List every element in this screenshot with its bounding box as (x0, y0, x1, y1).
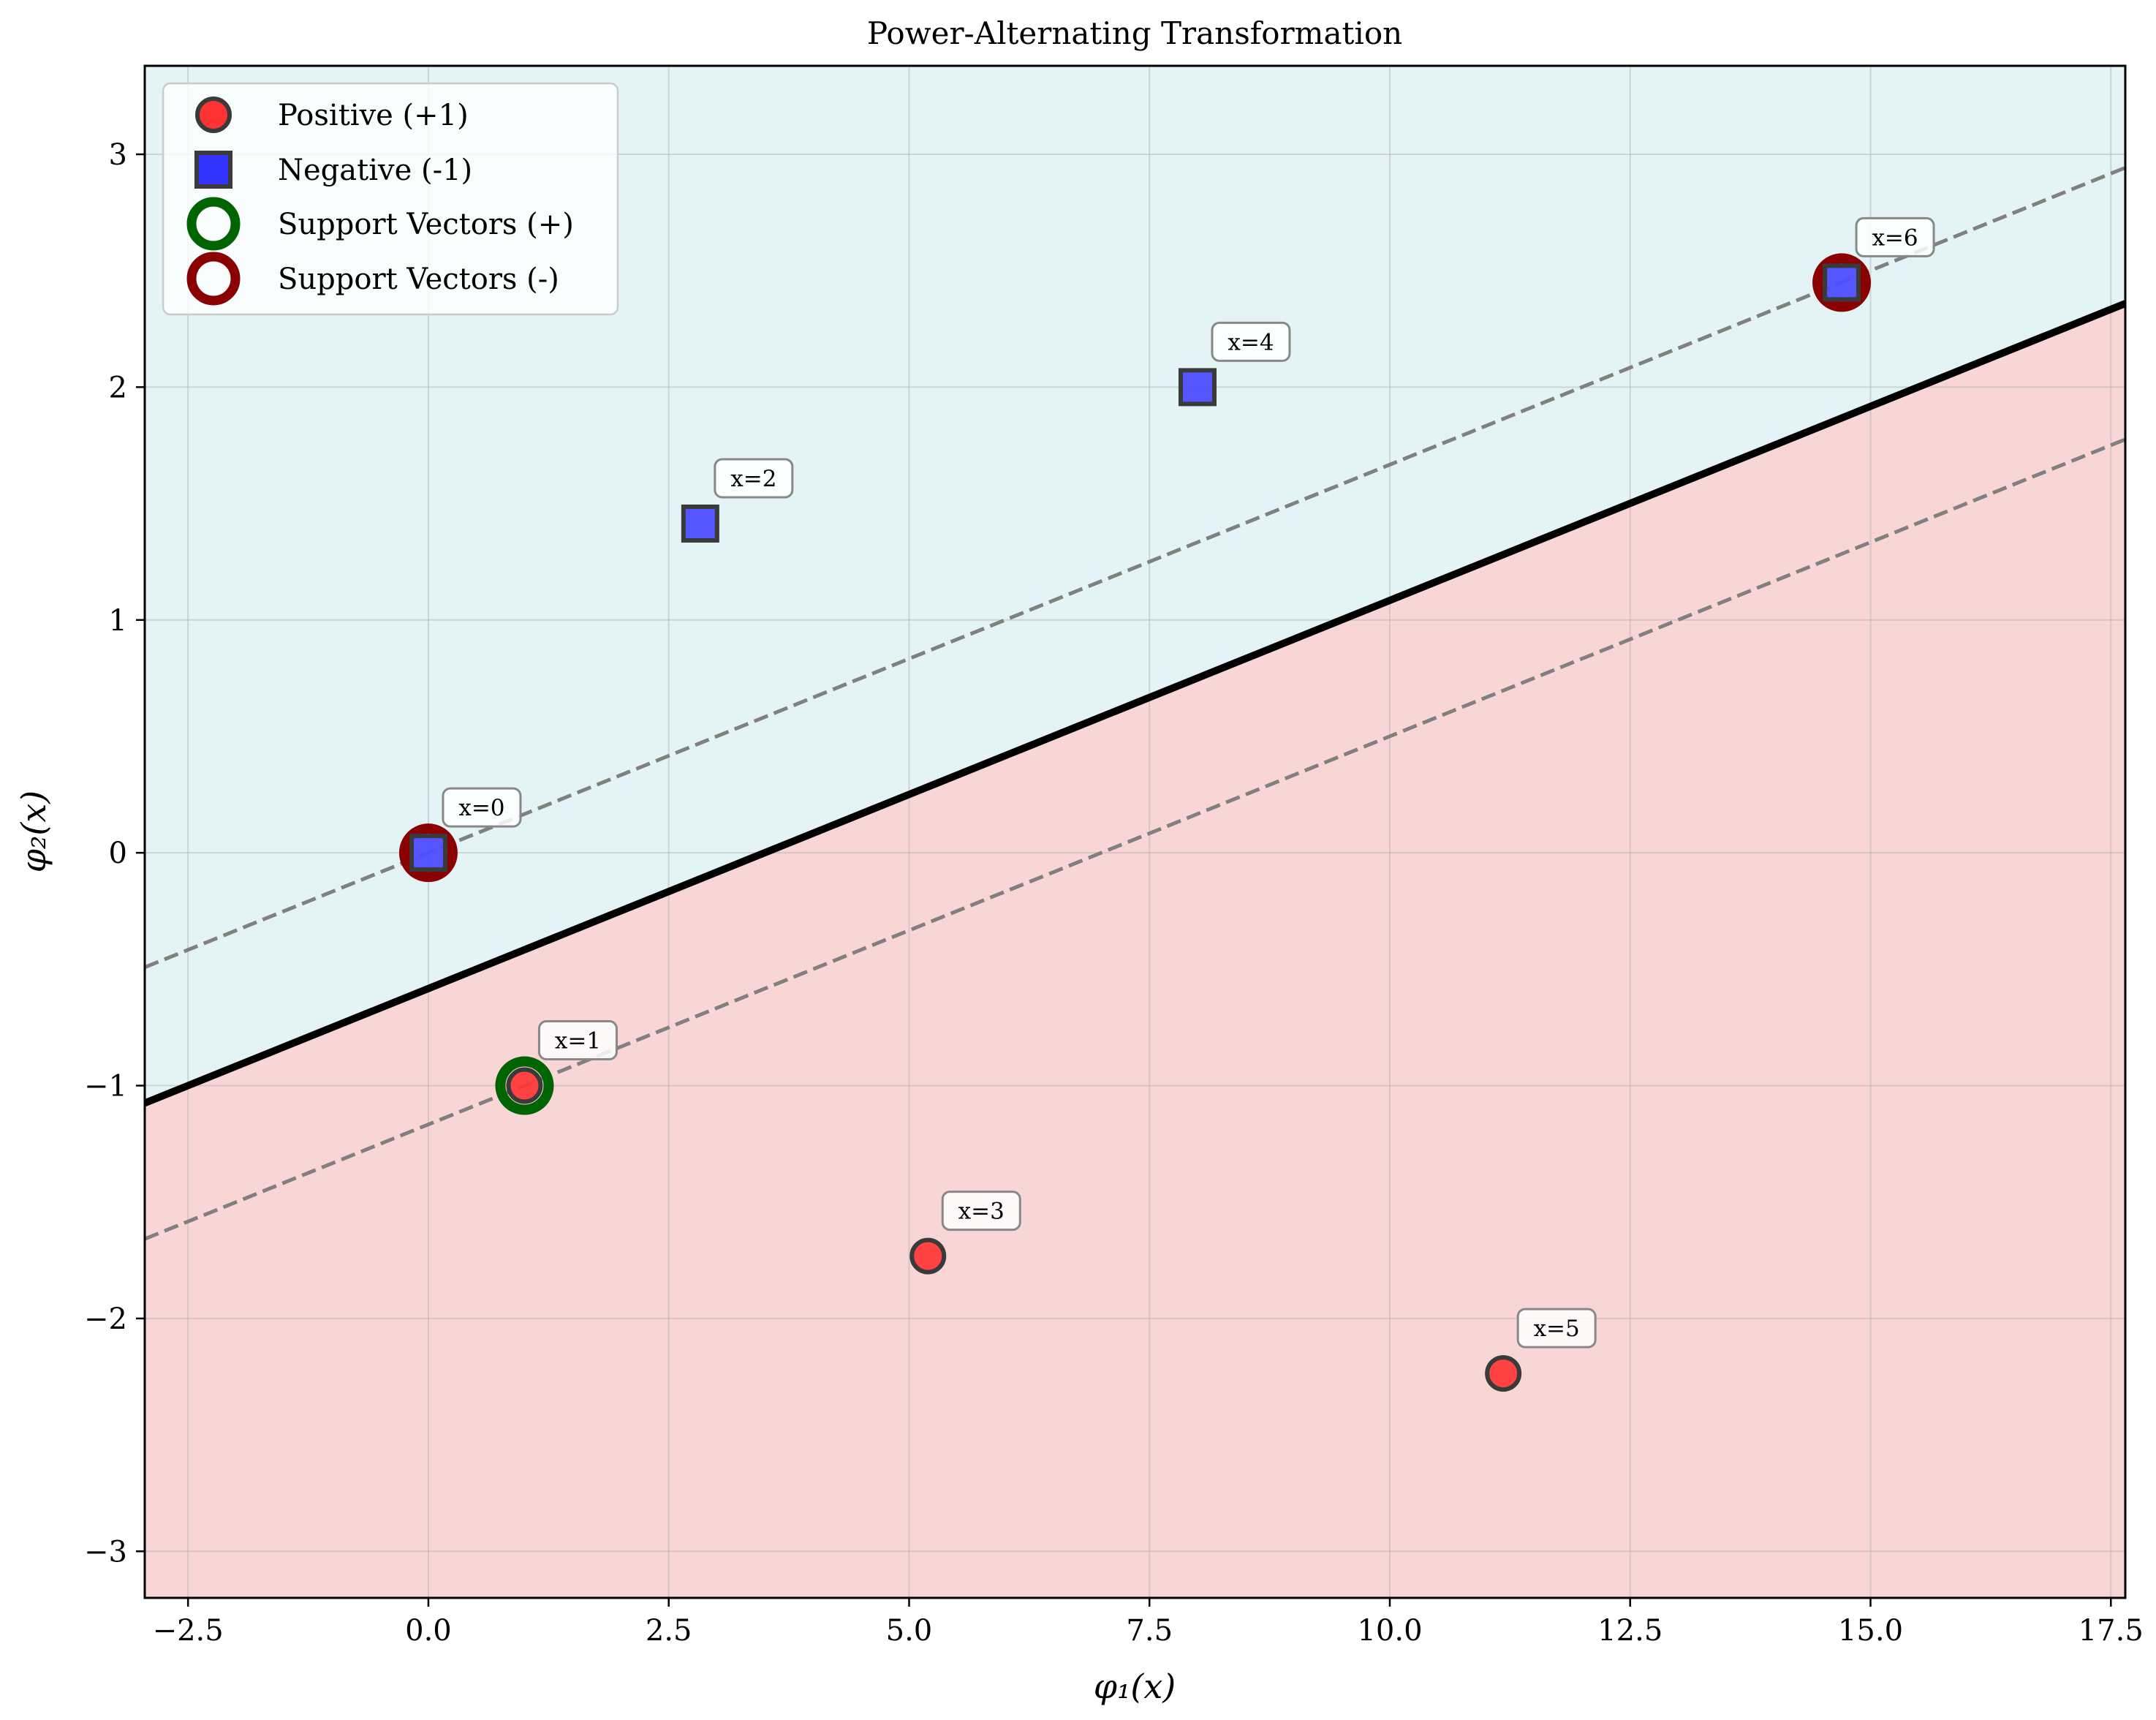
plot-frame (143, 64, 2127, 1599)
annotation-label: x=1 (555, 1028, 601, 1055)
point-annotation: x=2 (714, 458, 794, 499)
legend-marker-support (186, 197, 241, 251)
legend-label: Support Vectors (-) (278, 263, 559, 296)
negative-point (1823, 263, 1861, 302)
legend-box (162, 82, 619, 316)
y-axis-label: φ₂(x) (14, 791, 53, 872)
x-axis-ticks: −2.5 0.0 2.5 5.0 7.5 10.0 12.5 15.0 17.5 (153, 1598, 2144, 1648)
y-tick-label: 3 (109, 138, 127, 172)
legend: Positive (+1) Negative (-1) Support Vector… (162, 82, 619, 316)
legend-label: Positive (+1) (278, 99, 469, 132)
positive-point (1485, 1355, 1522, 1392)
annotation-label: x=0 (458, 795, 504, 821)
annotation-box (442, 787, 522, 828)
y-tick-label: 1 (109, 604, 127, 638)
legend-label: Negative (-1) (278, 154, 472, 187)
annotation-label: x=5 (1534, 1316, 1580, 1342)
point-annotation: x=4 (1211, 321, 1291, 362)
annotation-box (1855, 216, 1935, 257)
annotation-box (537, 1020, 618, 1061)
annotation-label: x=4 (1228, 329, 1274, 355)
boundary-lines (145, 166, 2125, 1241)
data-points (398, 253, 1872, 1392)
x-tick-label: −2.5 (153, 1614, 224, 1648)
chart-title: Power-Alternating Transformation (867, 15, 1402, 51)
annotation-box (714, 458, 794, 499)
legend-label: Support Vectors (+) (278, 208, 574, 241)
legend-marker-negative (194, 151, 232, 189)
point-annotation: x=5 (1516, 1308, 1597, 1349)
point-annotations: x=1 x=3 x=5 x=0 x=2 x=4 x=6 (442, 216, 1935, 1349)
x-tick-label: 10.0 (1357, 1614, 1422, 1648)
legend-marker-support (186, 252, 241, 306)
support-vector-negative (398, 823, 458, 883)
x-tick-label: 17.5 (2079, 1614, 2144, 1648)
y-tick-label: −2 (84, 1302, 127, 1336)
annotation-box (941, 1191, 1021, 1231)
annotation-label: x=6 (1872, 225, 1918, 251)
x-tick-label: 15.0 (1838, 1614, 1903, 1648)
x-tick-label: 0.0 (405, 1614, 452, 1648)
annotation-label: x=3 (958, 1199, 1005, 1225)
y-tick-label: −1 (84, 1070, 127, 1104)
annotation-label: x=2 (730, 466, 776, 492)
support-vector-negative (1812, 253, 1872, 312)
decision-regions (145, 66, 2125, 1598)
positive-point (909, 1237, 947, 1275)
negative-point (1178, 368, 1217, 407)
annotation-box (1211, 321, 1291, 362)
point-annotation: x=1 (537, 1020, 618, 1061)
legend-marker-positive (195, 97, 232, 133)
point-annotation: x=0 (442, 787, 522, 828)
support-vector-positive (495, 1056, 554, 1115)
margin-line (145, 437, 2125, 1241)
y-tick-label: −3 (84, 1535, 127, 1569)
negative-point (681, 504, 719, 543)
x-axis-label: φ₁(x) (1094, 1667, 1176, 1706)
y-tick-label: 0 (109, 837, 127, 870)
annotation-box (1516, 1308, 1597, 1349)
region-positive (145, 303, 2125, 1598)
x-tick-label: 5.0 (886, 1614, 933, 1648)
x-tick-label: 7.5 (1126, 1614, 1173, 1648)
decision-boundary-line (145, 300, 2125, 1106)
y-axis-ticks: −3 −2 −1 0 1 2 3 (84, 138, 145, 1569)
x-tick-label: 2.5 (646, 1614, 692, 1648)
negative-point (409, 834, 447, 872)
point-annotation: x=3 (941, 1191, 1021, 1231)
x-tick-label: 12.5 (1597, 1614, 1663, 1648)
positive-point (506, 1067, 543, 1104)
region-negative (145, 66, 2125, 1104)
y-tick-label: 2 (109, 371, 127, 404)
point-annotation: x=6 (1855, 216, 1935, 257)
margin-line (145, 166, 2125, 970)
